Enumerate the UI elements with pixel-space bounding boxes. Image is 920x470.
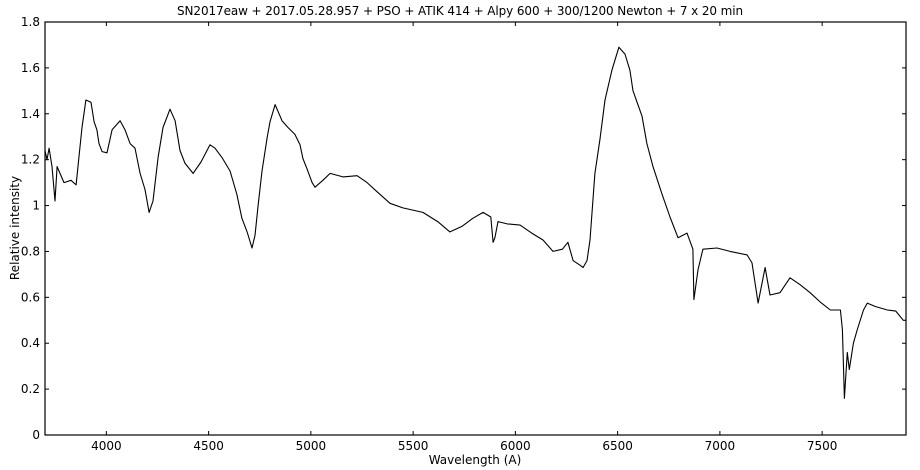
y-tick-label: 1.8 (21, 15, 40, 29)
spectrum-line (44, 46, 906, 399)
x-tick-label: 4000 (91, 439, 122, 453)
x-tick-label: 6500 (602, 439, 633, 453)
y-tick-label: 0.2 (21, 382, 40, 396)
y-tick-label: 0.4 (21, 336, 40, 350)
y-tick-label: 1.6 (21, 61, 40, 75)
y-tick-label: 0.6 (21, 290, 40, 304)
plot-frame (44, 21, 907, 436)
y-tick-label: 1.2 (21, 153, 40, 167)
x-tick-label: 5500 (398, 439, 429, 453)
x-tick-label: 7500 (807, 439, 838, 453)
y-axis-label: Relative intensity (8, 175, 22, 281)
x-tick-label: 5000 (296, 439, 327, 453)
y-tick-label: 0.8 (21, 244, 40, 258)
series-polyline (44, 46, 906, 399)
y-tick-label: 1 (32, 199, 40, 213)
x-tick-label: 6000 (500, 439, 531, 453)
x-axis-label: Wavelength (A) (428, 453, 522, 467)
y-axis-ticks: 0 0.2 0.4 0.6 0.8 1 1.2 1.4 1.6 1.8 (21, 15, 906, 442)
y-tick-label: 0 (32, 428, 40, 442)
x-tick-label: 7000 (705, 439, 736, 453)
y-tick-label: 1.4 (21, 107, 40, 121)
chart-title: SN2017eaw + 2017.05.28.957 + PSO + ATIK … (177, 4, 743, 18)
x-axis-ticks: 4000 4500 5000 5500 6000 6500 7000 7500 (91, 22, 837, 453)
x-tick-label: 4500 (193, 439, 224, 453)
